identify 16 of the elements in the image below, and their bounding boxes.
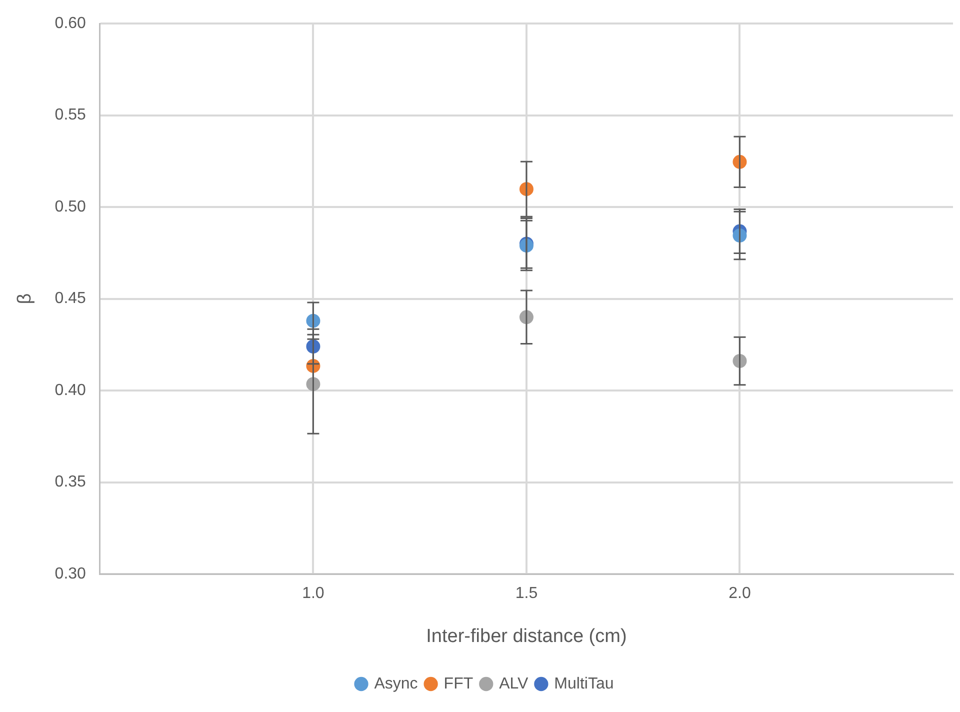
y-tick-label: 0.40 [54,382,86,399]
y-tick-label: 0.60 [54,15,86,32]
legend-label: FFT [444,675,474,692]
y-tick-label: 0.35 [54,474,86,491]
x-tick-label: 1.0 [302,585,324,602]
y-tick-label: 0.50 [54,198,86,216]
x-tick-label: 2.0 [728,585,751,602]
legend-label: ALV [499,675,529,692]
x-axis-title: Inter-fiber distance (cm) [426,626,627,647]
y-tick-label: 0.45 [54,290,86,308]
y-tick-label: 0.30 [54,565,86,582]
legend-label: MultiTau [554,675,614,692]
x-tick-label: 1.5 [515,585,538,602]
legend-label: Async [374,675,418,692]
y-tick-label: 0.55 [54,106,86,124]
y-axis-title: β [14,293,36,304]
